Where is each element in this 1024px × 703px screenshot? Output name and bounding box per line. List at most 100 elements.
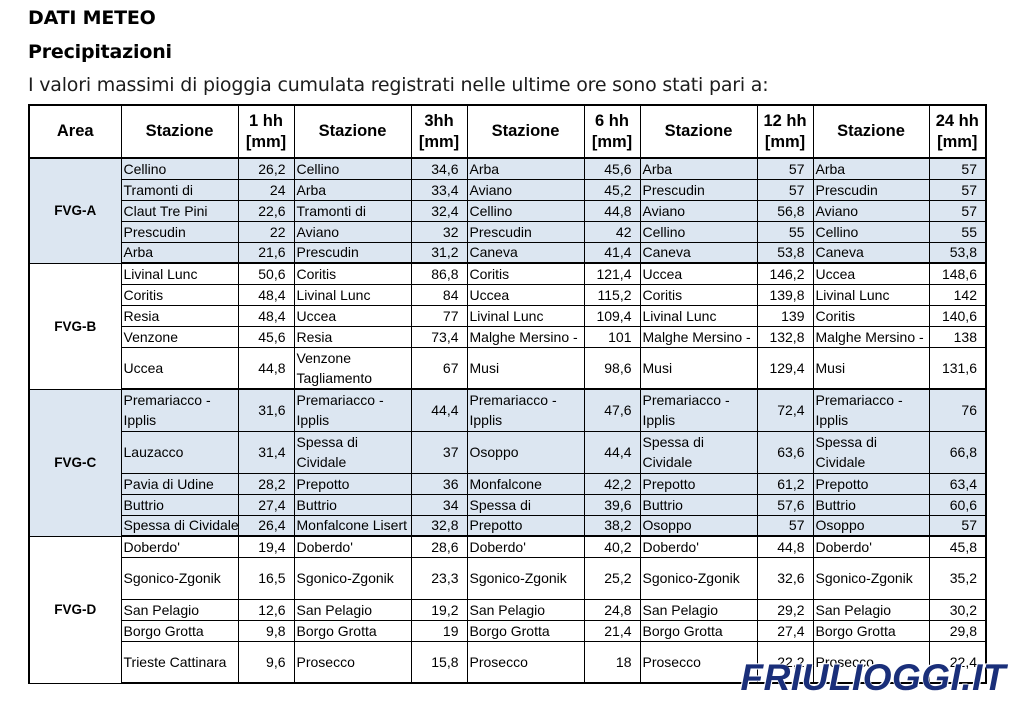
station-cell: Resia: [120, 304, 239, 327]
station-cell: San Pelagio: [293, 598, 412, 621]
table-row: Sgonico-Zgonik 16,5 Sgonico-Zgonik 23,3 Sgon…: [29, 556, 987, 600]
value-cell: 29,8: [928, 619, 987, 642]
value-cell: 32: [410, 220, 468, 243]
value-cell: 142: [928, 283, 987, 306]
station-cell: Spessa di Cividale: [639, 430, 758, 474]
value-cell: 132,8: [756, 325, 814, 348]
station-cell: Prepotto: [812, 472, 930, 495]
value-cell: 86,8: [410, 262, 468, 285]
station-cell: Livinal Lunc: [812, 283, 930, 306]
station-cell: Prescudin: [293, 241, 412, 264]
value-cell: 9,6: [237, 640, 295, 684]
area-cell: FVG-A: [28, 157, 122, 264]
station-cell: Doberdo': [120, 535, 239, 558]
header-24h-label: 24 hh: [935, 111, 979, 130]
station-cell: Premariacco - Ipplis: [639, 388, 758, 432]
value-cell: 66,8: [928, 430, 987, 474]
header-12h-unit: [mm]: [764, 132, 806, 151]
header-6h-label: 6 hh: [595, 111, 629, 130]
value-cell: 30,2: [928, 598, 987, 621]
station-cell: Aviano: [639, 199, 758, 222]
value-cell: 44,4: [410, 388, 468, 432]
station-cell: Premariacco - Ipplis: [293, 388, 412, 432]
value-cell: 57,6: [756, 493, 814, 516]
table-row: FVG-A Cellino 26,2 Cellino 34,6 Arba 45,6 Arba 5…: [28, 157, 987, 264]
station-cell: Prepotto: [639, 472, 758, 495]
value-cell: 24: [237, 178, 295, 201]
station-cell: Coritis: [812, 304, 930, 327]
table-row: Buttrio 27,4 Buttrio 34 Spessa di 39,6 Buttrio…: [29, 493, 987, 516]
station-cell: Lauzacco: [120, 430, 239, 474]
value-cell: 76: [928, 388, 987, 432]
station-cell: Borgo Grotta: [639, 619, 758, 642]
value-cell: 45,2: [583, 178, 641, 201]
station-cell: Prosecco: [466, 640, 585, 684]
station-cell: Prescudin: [639, 178, 758, 201]
header-24h: 24 hh [mm]: [928, 104, 987, 159]
station-cell: Buttrio: [293, 493, 412, 516]
station-cell: Arba: [293, 178, 412, 201]
table-header-row: Area Stazione 1 hh [mm] Stazione 3hh [mm] …: [28, 104, 987, 159]
header-1h: 1 hh [mm]: [237, 104, 295, 159]
station-cell: Arba: [812, 157, 930, 180]
value-cell: 15,8: [410, 640, 468, 684]
value-cell: 44,8: [237, 346, 295, 390]
station-cell: Prosecco: [812, 640, 930, 684]
table-row: Borgo Grotta 9,8 Borgo Grotta 19 Borgo Grott…: [29, 619, 987, 642]
station-cell: Prosecco: [639, 640, 758, 684]
value-cell: 56,8: [756, 199, 814, 222]
station-cell: Venzone Tagliamento: [293, 346, 412, 390]
station-cell: Venzone: [120, 325, 239, 348]
header-station-12h: Stazione: [639, 104, 758, 159]
station-cell: Livinal Lunc: [293, 283, 412, 306]
station-cell: Sgonico-Zgonik: [120, 556, 239, 600]
value-cell: 109,4: [583, 304, 641, 327]
station-cell: Coritis: [466, 262, 585, 285]
station-cell: Cellino: [639, 220, 758, 243]
value-cell: 21,4: [583, 619, 641, 642]
station-cell: Tramonti di: [120, 178, 239, 201]
value-cell: 138: [928, 325, 987, 348]
station-cell: Arba: [120, 241, 239, 264]
table-row: Pavia di Udine 28,2 Prepotto 36 Monfalcone 42…: [29, 472, 987, 495]
header-3h-label: 3hh: [424, 111, 454, 130]
station-cell: Cellino: [466, 199, 585, 222]
station-cell: Caneva: [466, 241, 585, 264]
station-cell: Pavia di Udine: [120, 472, 239, 495]
station-cell: Livinal Lunc: [120, 262, 239, 285]
header-1h-label: 1 hh: [249, 111, 283, 130]
value-cell: 57: [756, 514, 814, 537]
value-cell: 34: [410, 493, 468, 516]
value-cell: 61,2: [756, 472, 814, 495]
station-cell: Prepotto: [466, 514, 585, 537]
value-cell: 50,6: [237, 262, 295, 285]
value-cell: 44,8: [583, 199, 641, 222]
value-cell: 139,8: [756, 283, 814, 306]
value-cell: 31,6: [237, 388, 295, 432]
value-cell: 115,2: [583, 283, 641, 306]
table-row: Tramonti di 24 Arba 33,4 Aviano 45,2 Prescudin…: [29, 178, 987, 201]
value-cell: 38,2: [583, 514, 641, 537]
station-cell: Doberdo': [293, 535, 412, 558]
value-cell: 73,4: [410, 325, 468, 348]
header-3h: 3hh [mm]: [410, 104, 468, 159]
table-body: FVG-A Cellino 26,2 Cellino 34,6 Arba 45,6 Arba 5…: [28, 157, 987, 684]
station-cell: Tramonti di: [293, 199, 412, 222]
value-cell: 67: [410, 346, 468, 390]
station-cell: Caneva: [639, 241, 758, 264]
station-cell: Uccea: [639, 262, 758, 285]
station-cell: Buttrio: [639, 493, 758, 516]
table-row: San Pelagio 12,6 San Pelagio 19,2 San Pelagi…: [29, 598, 987, 621]
header-1h-unit: [mm]: [245, 132, 287, 151]
watermark-logo: FRIULIOGGI.IT: [740, 657, 1006, 698]
value-cell: 21,6: [237, 241, 295, 264]
value-cell: 34,6: [410, 157, 468, 180]
station-cell: Prosecco: [293, 640, 412, 684]
station-cell: Prescudin: [120, 220, 239, 243]
value-cell: 32,8: [410, 514, 468, 537]
header-24h-unit: [mm]: [937, 132, 978, 151]
table-row: Coritis 48,4 Livinal Lunc 84 Uccea 115,2 Corit…: [29, 283, 987, 306]
value-cell: 31,4: [237, 430, 295, 474]
station-cell: Doberdo': [812, 535, 930, 558]
value-cell: 44,8: [756, 535, 814, 558]
